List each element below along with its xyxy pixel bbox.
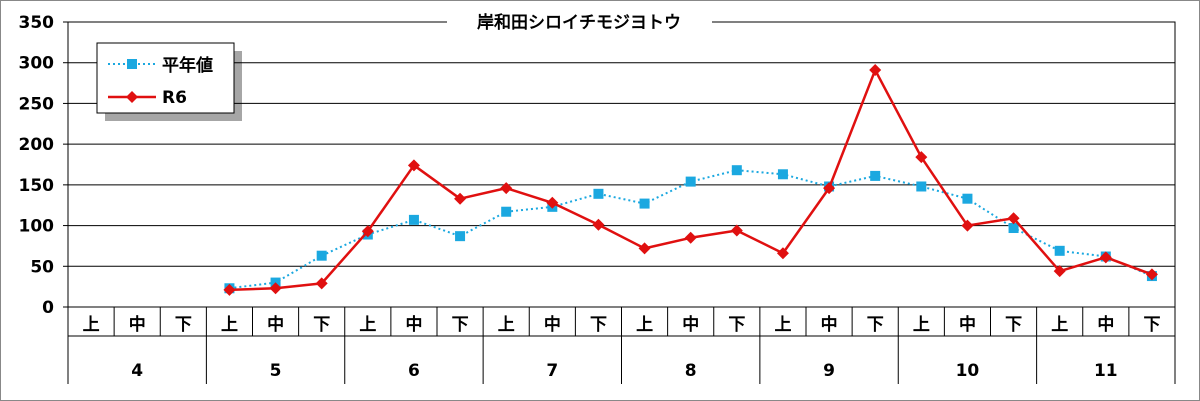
data-point bbox=[592, 218, 605, 231]
data-point bbox=[685, 176, 696, 187]
x-tick-label-sub: 下 bbox=[867, 315, 884, 335]
legend-swatch-marker-avg bbox=[127, 59, 137, 69]
data-point bbox=[361, 225, 374, 238]
x-tick-label-group: 4 bbox=[131, 361, 143, 381]
data-point bbox=[915, 151, 928, 164]
data-point bbox=[500, 182, 513, 195]
data-point bbox=[962, 193, 973, 204]
series bbox=[223, 64, 1158, 296]
data-point bbox=[315, 277, 328, 290]
legend-box bbox=[96, 42, 235, 114]
data-point bbox=[593, 188, 604, 199]
data-point bbox=[1099, 251, 1112, 264]
x-tick-label-sub: 上 bbox=[83, 315, 100, 335]
data-point bbox=[961, 219, 974, 232]
x-tick-label-sub: 中 bbox=[267, 314, 284, 335]
data-point bbox=[638, 242, 651, 255]
x-tick-label-sub: 上 bbox=[774, 315, 791, 335]
x-tick-label-sub: 中 bbox=[821, 314, 838, 335]
y-tick-label: 100 bbox=[19, 217, 55, 237]
data-point bbox=[776, 247, 789, 260]
x-tick-label-sub: 中 bbox=[959, 314, 976, 335]
legend-label-r6: R6 bbox=[162, 88, 187, 108]
x-tick-label-sub: 下 bbox=[1005, 315, 1022, 335]
data-point bbox=[546, 196, 559, 209]
x-tick-label-sub: 下 bbox=[175, 315, 192, 335]
chart-title: 岸和田シロイチモジヨトウ bbox=[477, 12, 681, 33]
data-point bbox=[1008, 223, 1019, 234]
x-tick-label-group: 9 bbox=[823, 361, 835, 381]
y-axis: 0 50 100 150 200 250 300 350 bbox=[19, 13, 68, 318]
x-tick-label-group: 11 bbox=[1094, 361, 1118, 381]
x-tick-label-sub: 中 bbox=[544, 314, 561, 335]
y-tick-label: 250 bbox=[19, 94, 55, 114]
data-point bbox=[1007, 212, 1020, 225]
data-point bbox=[269, 282, 282, 295]
series-line bbox=[229, 169, 1153, 290]
data-point bbox=[223, 283, 236, 296]
x-tick-label-sub: 上 bbox=[221, 315, 238, 335]
data-point bbox=[870, 170, 881, 181]
data-point bbox=[777, 169, 788, 180]
x-tick-label-sub: 下 bbox=[452, 315, 469, 335]
y-tick-label: 200 bbox=[19, 135, 55, 155]
data-point bbox=[730, 224, 743, 237]
data-point bbox=[407, 159, 420, 172]
x-tick-label-sub: 中 bbox=[1097, 314, 1114, 335]
x-tick-label-sub: 上 bbox=[1051, 315, 1068, 335]
legend: 平年値 R6 bbox=[96, 42, 242, 121]
y-tick-label: 50 bbox=[30, 257, 54, 277]
data-point bbox=[823, 182, 836, 195]
x-tick-label-sub: 下 bbox=[313, 315, 330, 335]
y-tick-label: 0 bbox=[42, 298, 54, 318]
x-tick-label-group: 5 bbox=[270, 361, 282, 381]
x-tick-label-sub: 中 bbox=[405, 314, 422, 335]
x-tick-label-sub: 下 bbox=[590, 315, 607, 335]
data-point bbox=[454, 192, 467, 205]
data-point bbox=[639, 198, 650, 209]
data-point bbox=[916, 181, 927, 192]
x-tick-label-sub: 中 bbox=[682, 314, 699, 335]
x-tick-label-sub: 上 bbox=[359, 315, 376, 335]
title-background bbox=[447, 10, 712, 32]
x-tick-label-group: 6 bbox=[408, 361, 420, 381]
data-point bbox=[869, 64, 882, 77]
legend-swatch-marker-r6 bbox=[126, 91, 138, 103]
y-tick-label: 350 bbox=[19, 13, 55, 33]
gridlines bbox=[68, 62, 1175, 267]
legend-label-avg: 平年値 bbox=[162, 55, 213, 76]
data-point bbox=[1054, 245, 1065, 256]
data-point bbox=[684, 231, 697, 244]
x-tick-label-sub: 下 bbox=[1143, 315, 1160, 335]
data-point bbox=[1053, 265, 1066, 278]
x-tick-label-group: 10 bbox=[956, 361, 980, 381]
x-axis: 上 中 下 上 中 下 上 中 下 上 中 下 上 中 下 上 中 下 上 中 下 上 中 下 4 5 6 7 8 9 10 11 bbox=[67, 307, 1176, 384]
x-tick-label-sub: 下 bbox=[728, 315, 745, 335]
y-tick-label: 150 bbox=[19, 176, 55, 196]
series-1 bbox=[223, 64, 1158, 296]
data-point bbox=[731, 165, 742, 176]
data-point bbox=[455, 231, 466, 242]
x-tick-label-sub: 上 bbox=[913, 315, 930, 335]
x-tick-label-sub: 中 bbox=[129, 314, 146, 335]
y-tick-label: 300 bbox=[19, 54, 55, 74]
x-tick-label-sub: 上 bbox=[636, 315, 653, 335]
data-point bbox=[408, 214, 419, 225]
x-tick-label-group: 8 bbox=[685, 361, 697, 381]
data-point bbox=[1145, 268, 1158, 281]
data-point bbox=[316, 250, 327, 261]
x-tick-label-group: 7 bbox=[546, 361, 558, 381]
x-tick-label-sub: 上 bbox=[498, 315, 515, 335]
data-point bbox=[501, 206, 512, 217]
